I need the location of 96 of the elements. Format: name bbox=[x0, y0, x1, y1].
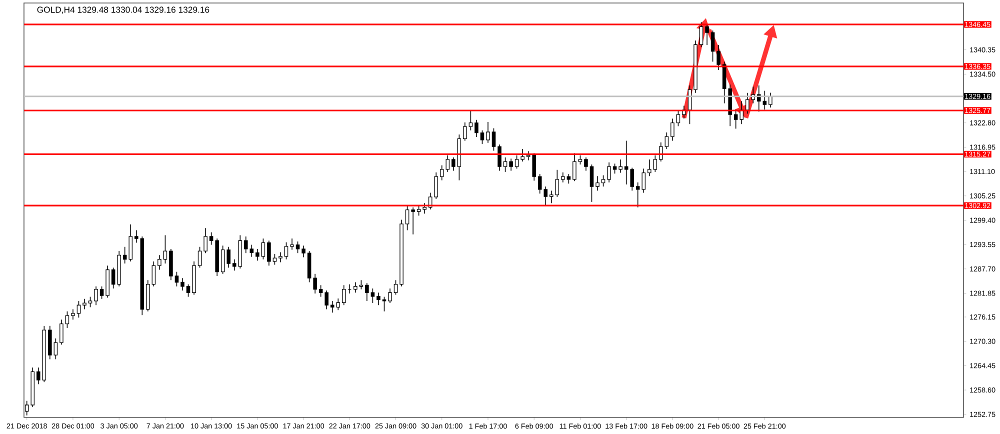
candlestick bbox=[474, 119, 478, 138]
candlestick bbox=[566, 173, 571, 184]
candlestick bbox=[313, 273, 317, 294]
candlestick bbox=[261, 238, 266, 260]
candlestick bbox=[555, 169, 560, 198]
candlestick bbox=[272, 253, 277, 265]
candlestick bbox=[411, 206, 415, 235]
candlestick bbox=[630, 167, 634, 191]
candlestick bbox=[324, 290, 328, 310]
candlestick bbox=[278, 252, 282, 263]
candlestick bbox=[290, 238, 294, 250]
candlestick bbox=[509, 158, 513, 171]
candlestick bbox=[468, 110, 473, 131]
candlestick bbox=[578, 154, 582, 165]
candlestick bbox=[152, 260, 156, 287]
candlestick bbox=[550, 190, 554, 204]
candlestick bbox=[676, 110, 680, 126]
candlestick bbox=[394, 280, 398, 295]
candlestick bbox=[584, 156, 588, 171]
candlestick bbox=[520, 148, 524, 162]
candlestick bbox=[244, 236, 248, 254]
candlestick bbox=[111, 267, 116, 289]
candlestick bbox=[100, 286, 104, 300]
candlestick bbox=[710, 30, 715, 62]
candlestick bbox=[302, 245, 306, 258]
candlestick bbox=[480, 130, 484, 144]
candlestick bbox=[88, 296, 92, 308]
candlestick bbox=[664, 132, 669, 150]
candlestick bbox=[163, 234, 168, 264]
candlestick bbox=[180, 278, 184, 291]
candlestick bbox=[65, 310, 70, 328]
candlestick bbox=[624, 140, 628, 185]
candlestick bbox=[561, 172, 565, 183]
candlestick bbox=[134, 230, 138, 243]
candlestick bbox=[198, 246, 202, 268]
candlestick bbox=[354, 282, 358, 293]
candlestick bbox=[618, 158, 622, 174]
candlestick bbox=[486, 121, 490, 144]
candlestick bbox=[434, 172, 438, 200]
candlestick bbox=[209, 232, 214, 246]
candlestick bbox=[267, 240, 271, 266]
candlestick bbox=[71, 308, 75, 320]
candlestick bbox=[734, 108, 738, 129]
candlestick bbox=[376, 292, 380, 306]
candlestick bbox=[452, 156, 456, 171]
candlestick bbox=[284, 242, 288, 260]
candlestick bbox=[382, 296, 386, 312]
candlestick bbox=[226, 246, 230, 268]
candlestick bbox=[54, 338, 58, 360]
candlestick bbox=[186, 284, 190, 298]
candlestick bbox=[250, 244, 254, 258]
candlestick bbox=[158, 254, 162, 270]
candlestick bbox=[492, 128, 496, 151]
candlestick bbox=[503, 156, 508, 172]
candlestick bbox=[463, 122, 467, 141]
candlestick bbox=[422, 202, 426, 214]
candlestick bbox=[256, 248, 260, 261]
candlestick bbox=[440, 164, 444, 181]
candlestick bbox=[36, 366, 40, 384]
candlestick bbox=[82, 298, 86, 310]
candlestick bbox=[342, 284, 346, 306]
candlestick bbox=[601, 174, 606, 187]
candlestick bbox=[296, 240, 300, 254]
candlestick bbox=[24, 400, 29, 416]
candlestick bbox=[60, 319, 64, 345]
candlestick bbox=[446, 154, 450, 172]
candlestick bbox=[220, 245, 225, 274]
candlestick bbox=[128, 224, 133, 262]
candlestick bbox=[705, 24, 709, 46]
candlestick bbox=[607, 162, 611, 183]
candlestick bbox=[405, 205, 410, 230]
candlestick bbox=[670, 118, 674, 141]
candlestick bbox=[572, 152, 576, 182]
candlestick bbox=[388, 288, 392, 304]
candlestick bbox=[612, 163, 617, 174]
candlestick bbox=[498, 144, 502, 171]
candlestick bbox=[514, 154, 519, 169]
candlestick bbox=[659, 142, 663, 162]
candlestick bbox=[204, 228, 208, 254]
candlestick bbox=[590, 164, 594, 202]
candlestick bbox=[745, 92, 750, 114]
candlestick bbox=[768, 92, 772, 108]
candlestick bbox=[596, 176, 600, 191]
candlestick bbox=[174, 271, 179, 287]
candlestick bbox=[336, 298, 340, 310]
candlestick bbox=[76, 300, 81, 318]
candlestick bbox=[365, 282, 369, 302]
candlestick bbox=[532, 152, 536, 181]
candlestick bbox=[699, 22, 704, 48]
candlestick bbox=[94, 286, 98, 306]
candlestick bbox=[318, 284, 323, 298]
chart-title: GOLD,H4 1329.48 1330.04 1329.16 1329.16 bbox=[37, 6, 210, 14]
candlestick bbox=[648, 158, 652, 176]
candlestick bbox=[716, 44, 720, 70]
candlestick bbox=[762, 90, 767, 110]
candlestick bbox=[653, 154, 658, 172]
